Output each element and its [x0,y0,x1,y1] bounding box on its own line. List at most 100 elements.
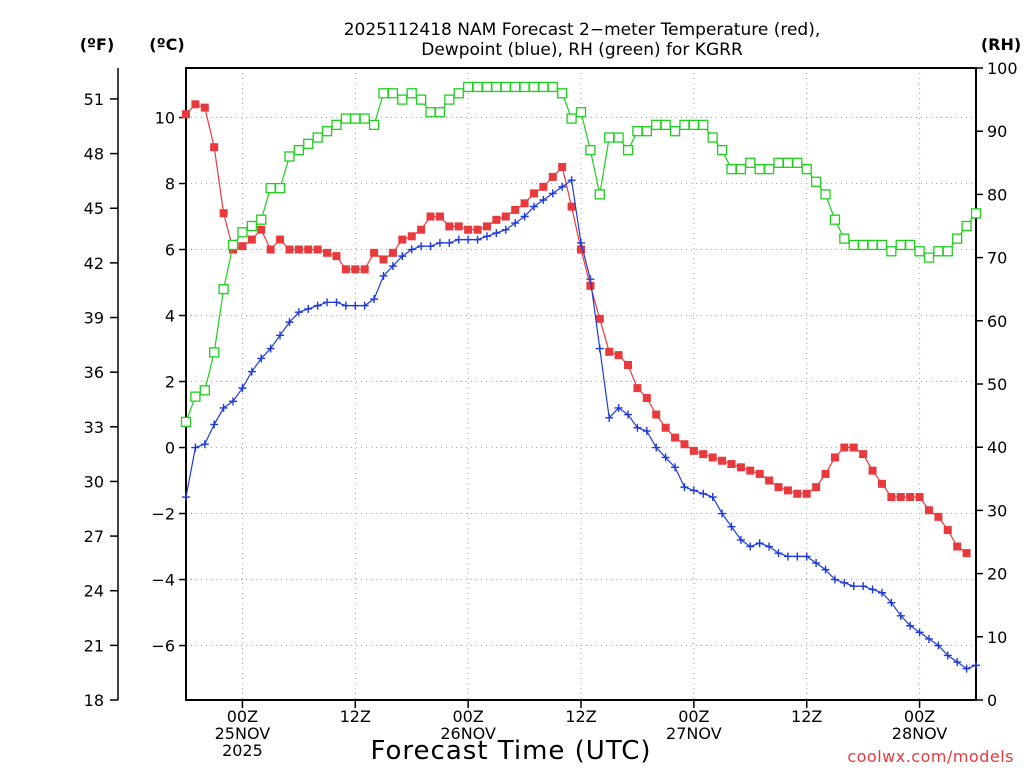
dewpoint-point [915,628,924,637]
x-tick-label: 00Z [227,707,258,726]
rh-tick-label: 90 [987,122,1007,141]
dewpoint-point [492,229,501,238]
rh-point [510,81,521,93]
temperature-point [370,248,379,257]
temperature-point [802,489,811,498]
rh-point [265,182,276,194]
temperature-point [812,483,821,492]
temperature-point [718,456,727,465]
dewpoint-point [680,483,689,492]
temperature-point [360,265,369,274]
dewpoint-point [943,651,952,660]
x-axis-title: Forecast Time (UTC) [370,736,651,766]
temperature-point [539,182,548,191]
rh-point [839,233,850,244]
dewpoint-point [642,427,651,436]
dewpoint-point [417,242,426,251]
chart-title-line-2: Dewpoint (blue), RH (green) for KGRR [421,40,743,60]
rh-point [726,163,737,175]
dewpoint-point [755,539,764,548]
dewpoint-point [567,176,576,185]
dewpoint-point [266,344,275,353]
rh-point [961,220,972,232]
temperature-point [689,446,698,455]
temperature-point [417,225,426,234]
temperature-point [294,245,303,254]
temperature-point [642,394,651,403]
rh-point [547,81,558,93]
rh-point [660,119,671,131]
dewpoint-point [586,275,595,284]
rh-point [763,163,775,175]
x-tick-label: 12Z [791,707,822,726]
temperature-point [407,232,416,241]
rh-point [500,81,511,93]
rh-tick-label: 80 [987,185,1007,204]
temperature-line [185,103,967,554]
dewpoint-point [482,232,491,241]
temperature-point [332,252,341,261]
credit-label: coolwx.com/models [847,747,1014,766]
rh-point [340,113,352,124]
dewpoint-point [840,578,849,587]
celsius-tick-label: 10 [155,109,175,128]
dewpoint-point [736,535,745,544]
rh-tick-label: 20 [987,565,1007,584]
rh-point [829,214,841,225]
temperature-series [182,100,971,558]
dewpoint-point [238,384,247,393]
celsius-tick-label: −6 [151,637,175,656]
rh-point [293,145,305,156]
x-tick-label: 00Z [678,707,709,726]
x-tick-label: 28NOV [892,724,948,743]
dewpoint-point [934,641,943,650]
dewpoint-point [906,621,915,630]
temperature-point [266,245,275,254]
x-tick-label: 27NOV [666,724,722,743]
dewpoint-point [548,189,557,198]
dewpoint-point [332,298,341,307]
temperature-point [445,222,454,231]
fahrenheit-tick-label: 48 [84,145,104,164]
rh-tick-label: 50 [987,375,1007,394]
temperature-point [257,225,266,234]
rh-point [810,176,822,187]
rh-point [942,246,953,257]
dewpoint-point [247,367,256,376]
rh-point [604,132,615,143]
rh-point [632,126,643,137]
dewpoint-point [558,182,567,191]
dewpoint-point [774,549,783,558]
temperature-point [953,542,962,551]
rh-point [782,157,794,168]
rh-point [538,81,549,93]
dewpoint-point [924,634,933,643]
rh-point [895,239,906,251]
rh-point [312,132,323,143]
temperature-point [614,351,623,360]
celsius-unit-label: (ºC) [149,35,184,54]
temperature-point [511,205,520,214]
dewpoint-point [661,453,670,462]
x-tick-label: 26NOV [440,724,496,743]
rh-line [185,86,977,423]
rh-point [321,126,333,137]
dewpoint-point [896,611,905,620]
dewpoint-point [887,598,896,607]
rh-point [481,81,493,93]
rh-series [180,81,982,428]
rh-point [209,347,220,358]
temperature-point [821,469,830,478]
dewpoint-point [398,252,407,261]
rh-point [180,416,192,428]
rh-point [933,246,944,257]
temperature-point [708,453,717,462]
temperature-point [323,248,332,257]
rh-point [745,157,756,168]
celsius-tick-label: 8 [165,175,175,194]
rh-point [801,163,812,175]
temperature-point [247,235,256,244]
temperature-point [755,469,764,478]
rh-point [970,208,982,219]
dewpoint-point [210,420,219,429]
